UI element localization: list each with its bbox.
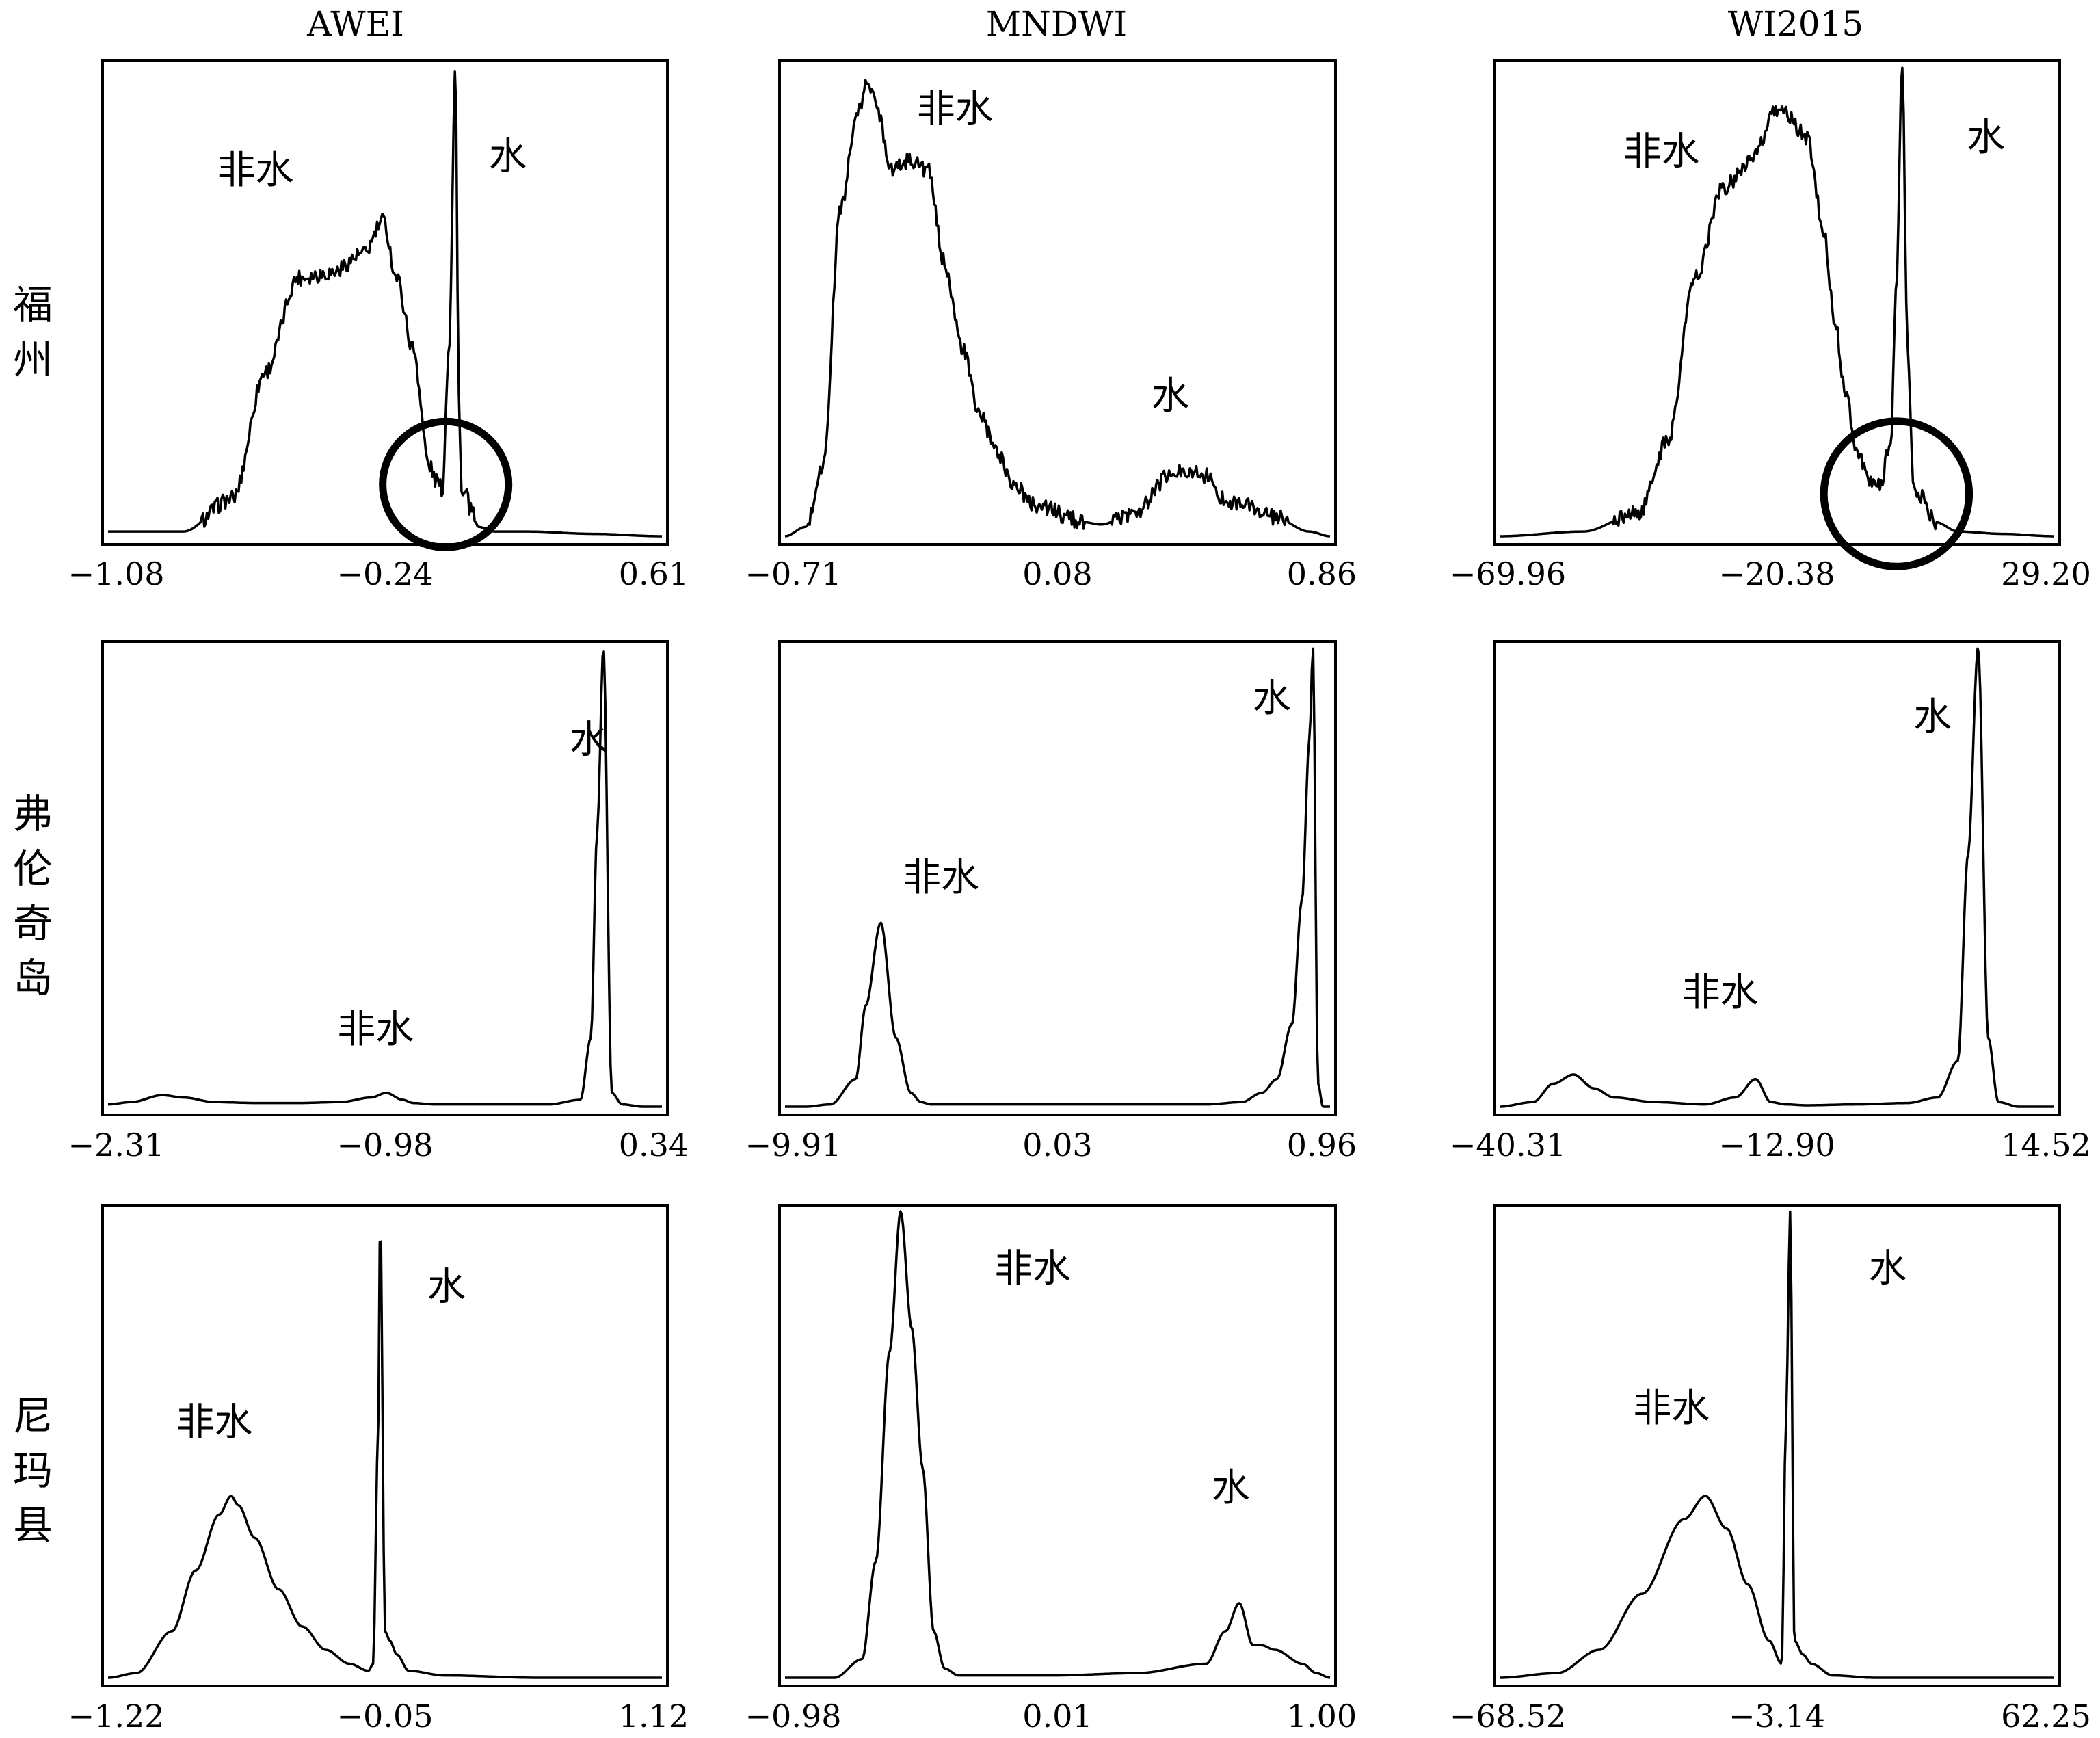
annotation-label: 水: [1967, 116, 2005, 160]
annotation-label: 水: [1869, 1246, 1907, 1291]
panel-fuzhou-mndwi: −0.71 0.08 0.86 非水水: [745, 59, 1357, 592]
annotation-label: 非水: [337, 1008, 414, 1052]
highlight-circle: [1820, 417, 1973, 570]
x-tick-label: 14.52: [2001, 1127, 2091, 1163]
annotation-label: 水: [570, 718, 608, 763]
row-label-french-island-3: 奇: [13, 900, 53, 947]
annotation-label: 水: [1253, 676, 1291, 721]
column-title-awei: AWEI: [306, 4, 404, 44]
histogram-curve: [784, 79, 1331, 538]
x-tick-label: 1.00: [1287, 1698, 1357, 1735]
row-label-french-island-4: 岛: [13, 955, 53, 1001]
x-tick-label: 62.25: [2001, 1698, 2091, 1735]
annotation-label: 非水: [1623, 129, 1700, 174]
annotation-label: 非水: [917, 88, 994, 132]
row-label-fuzhou-2: 州: [13, 337, 53, 383]
x-tick-label: 0.01: [1022, 1698, 1092, 1735]
x-tick-label: −0.71: [745, 555, 842, 592]
plot-frame: [778, 640, 1337, 1116]
row-label-french-island-2: 伦: [13, 845, 53, 892]
x-tick-label: −1.08: [68, 555, 165, 592]
panel-fuzhou-awei: −1.08 −0.24 0.61 非水 水: [68, 59, 689, 592]
x-tick-label: −20.38: [1718, 555, 1835, 592]
panel-fuzhou-wi2015: −69.96 −20.38 29.20 非水 水: [1450, 59, 2091, 592]
plot-frame: [101, 1204, 669, 1687]
row-label-nima-3: 县: [13, 1502, 53, 1549]
panel-nima-wi2015: −68.52 −3.14 62.25 非水 水: [1450, 1204, 2091, 1735]
annotation-label: 非水: [217, 148, 294, 193]
histogram-curve: [108, 650, 662, 1108]
histogram-curve: [1500, 647, 2054, 1108]
row-label-nima-2: 玛: [13, 1447, 53, 1494]
annotation-label: 水: [1151, 374, 1189, 419]
annotation-label: 非水: [903, 856, 979, 900]
row-label-nima-1: 尼: [13, 1393, 53, 1439]
x-tick-label: 0.08: [1022, 555, 1092, 592]
x-tick-label: −0.98: [337, 1127, 434, 1163]
plot-frame: [101, 59, 669, 546]
plot-frame: [1493, 1204, 2061, 1687]
x-tick-label: 0.34: [619, 1127, 689, 1163]
annotation-label: 非水: [1682, 971, 1759, 1015]
panel-french-island-mndwi: −9.91 0.03 0.96 非水 水: [745, 640, 1357, 1163]
x-tick-label: −12.90: [1718, 1127, 1835, 1163]
column-titles: AWEI MNDWI WI2015: [306, 4, 1863, 44]
annotation-label: 非水: [176, 1400, 253, 1445]
row-label-french-island-1: 弗: [13, 791, 53, 837]
x-tick-label: −9.91: [745, 1127, 842, 1163]
x-tick-label: 29.20: [2001, 555, 2091, 592]
annotation-label: 水: [427, 1265, 466, 1310]
panel-nima-mndwi: −0.98 0.01 1.00 非水水: [745, 1204, 1357, 1735]
column-title-mndwi: MNDWI: [986, 4, 1127, 44]
row-labels: 福 州 弗 伦 奇 岛 尼 玛 县: [13, 282, 53, 1549]
x-tick-label: −0.98: [745, 1698, 842, 1735]
annotation-label: 水: [489, 134, 527, 179]
plot-frame: [778, 1204, 1337, 1687]
column-title-wi2015: WI2015: [1728, 4, 1863, 44]
x-tick-label: −0.24: [337, 555, 434, 592]
histogram-curve: [785, 647, 1330, 1108]
x-tick-label: 0.03: [1022, 1127, 1092, 1163]
x-tick-label: 0.61: [619, 555, 689, 592]
annotation-label: 水: [1212, 1466, 1250, 1510]
panel-french-island-awei: −2.31 −0.98 0.34 非水 水: [68, 640, 689, 1163]
highlight-circle: [379, 417, 513, 551]
row-label-fuzhou-1: 福: [13, 282, 53, 328]
histogram-curve: [785, 1210, 1331, 1679]
plot-frame: [1493, 640, 2061, 1116]
x-tick-label: −3.14: [1729, 1698, 1825, 1735]
x-tick-label: 1.12: [619, 1698, 689, 1735]
panel-nima-awei: −1.22 −0.05 1.12 非水 水: [68, 1204, 689, 1735]
plot-frame: [778, 59, 1337, 546]
x-tick-label: −2.31: [68, 1127, 165, 1163]
annotation-label: 水: [1913, 695, 1952, 739]
x-tick-label: 0.86: [1287, 555, 1357, 592]
x-tick-label: −1.22: [68, 1698, 165, 1735]
plot-frame: [101, 640, 669, 1116]
x-tick-label: −68.52: [1450, 1698, 1566, 1735]
plot-frame: [1493, 59, 2061, 546]
histogram-curve: [1500, 1210, 2054, 1679]
x-tick-label: −40.31: [1450, 1127, 1566, 1163]
histogram-curve: [108, 70, 662, 538]
annotation-label: 非水: [1633, 1386, 1710, 1431]
panel-french-island-wi2015: −40.31 −12.90 14.52 非水 水: [1450, 640, 2091, 1163]
x-tick-label: −69.96: [1450, 555, 1566, 592]
x-tick-label: −0.05: [337, 1698, 434, 1735]
x-tick-label: 0.96: [1287, 1127, 1357, 1163]
annotation-label: 非水: [994, 1246, 1071, 1291]
histogram-curve: [108, 1240, 662, 1679]
